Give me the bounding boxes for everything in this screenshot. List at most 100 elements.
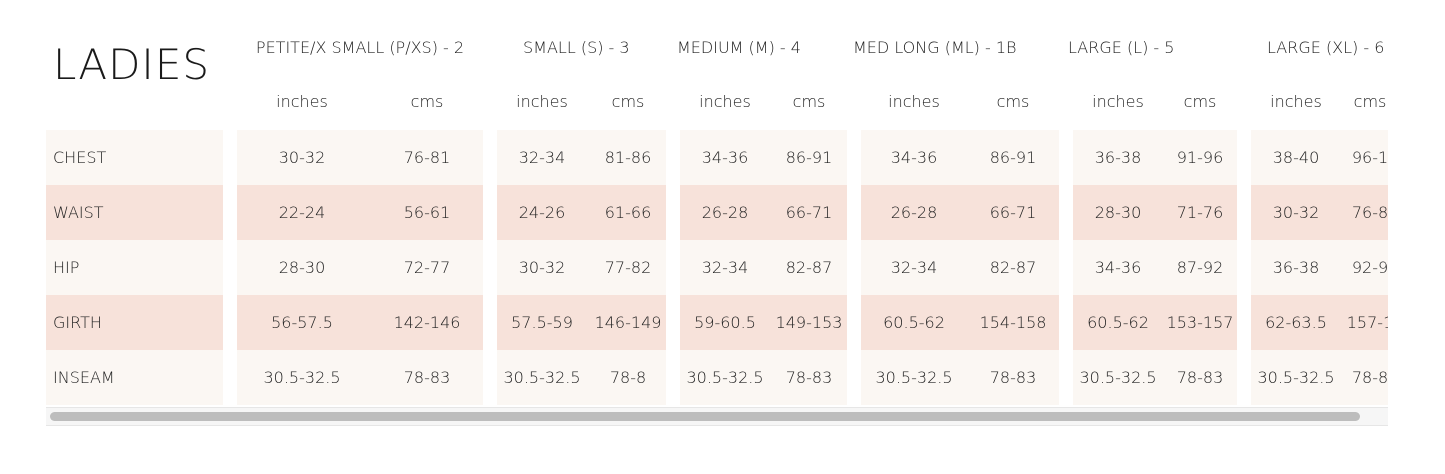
table-row: 30.5-32.5 78-83 — [680, 350, 847, 405]
size-column-group: MEDIUM (M) - 4 inches cms 34-36 86-91 26-28 66… — [677, 0, 847, 410]
cell-cms: 82-87 — [785, 258, 833, 277]
table-row: 34-36 87-92 — [1073, 240, 1237, 295]
cell-cms: 82-87 — [989, 258, 1037, 277]
cell-cms: 56-61 — [403, 203, 451, 222]
measurement-label: WAIST — [53, 203, 104, 222]
size-column-group: MED LONG (ML) - 1B inches cms 34-36 86-91 26-… — [853, 0, 1059, 410]
cell-cms: 146-149 — [594, 313, 662, 332]
cell-cms: 78-8 — [1351, 368, 1388, 387]
table-row-label: GIRTH — [46, 295, 223, 350]
table-row: 26-28 66-71 — [680, 185, 847, 240]
cell-inches: 36-38 — [1094, 148, 1142, 167]
cell-inches: 36-38 — [1272, 258, 1320, 277]
table-row: 38-40 96-1 — [1251, 130, 1388, 185]
cell-inches: 57.5-59 — [511, 313, 573, 332]
measurement-label: INSEAM — [53, 368, 115, 387]
table-row: 30-32 76-8 — [1251, 185, 1388, 240]
table-row-label: HIP — [46, 240, 223, 295]
cell-cms: 77-82 — [604, 258, 652, 277]
cell-inches: 32-34 — [701, 258, 749, 277]
cell-inches: 30.5-32.5 — [875, 368, 953, 387]
table-row: 60.5-62 154-158 — [861, 295, 1059, 350]
unit-header-inches: inches — [699, 92, 751, 111]
cell-inches: 30-32 — [278, 148, 326, 167]
cell-cms: 87-92 — [1176, 258, 1224, 277]
table-row: 36-38 91-96 — [1073, 130, 1237, 185]
cell-inches: 30.5-32.5 — [263, 368, 341, 387]
cell-cms: 66-71 — [785, 203, 833, 222]
size-column-group: SMALL (S) - 3 inches cms 32-34 81-86 24-26 61-… — [497, 0, 666, 410]
table-row: 26-28 66-71 — [861, 185, 1059, 240]
cell-inches: 34-36 — [890, 148, 938, 167]
cell-inches: 34-36 — [1094, 258, 1142, 277]
table-row: 36-38 92-9 — [1251, 240, 1388, 295]
table-row: 30.5-32.5 78-83 — [1073, 350, 1237, 405]
cell-inches: 28-30 — [278, 258, 326, 277]
scrollbar-thumb[interactable] — [50, 412, 1360, 421]
measurement-label: GIRTH — [53, 313, 102, 332]
cell-inches: 22-24 — [278, 203, 326, 222]
size-column-group: PETITE/X SMALL (P/XS) - 2 inches cms 30-32 7… — [237, 0, 483, 410]
table-row-label: CHEST — [46, 130, 223, 185]
unit-header-inches: inches — [1092, 92, 1144, 111]
unit-header-cms: cms — [1183, 92, 1217, 111]
table-row: 30.5-32.5 78-8 — [497, 350, 666, 405]
table-row: 32-34 82-87 — [680, 240, 847, 295]
table-row: 30.5-32.5 78-83 — [861, 350, 1059, 405]
cell-cms: 78-83 — [785, 368, 833, 387]
cell-cms: 78-83 — [403, 368, 451, 387]
table-row: 30-32 76-81 — [237, 130, 483, 185]
unit-header-cms: cms — [1353, 92, 1387, 111]
size-chart-table: CHEST WAIST HIP GIRTH INSEAM PETITE/X SMALL (… — [46, 0, 1388, 410]
cell-inches: 26-28 — [701, 203, 749, 222]
table-row: 24-26 61-66 — [497, 185, 666, 240]
table-row: 32-34 82-87 — [861, 240, 1059, 295]
measurement-label: CHEST — [53, 148, 107, 167]
cell-inches: 59-60.5 — [694, 313, 756, 332]
unit-header-cms: cms — [611, 92, 645, 111]
cell-cms: 76-81 — [403, 148, 451, 167]
unit-header-cms: cms — [792, 92, 826, 111]
cell-cms: 71-76 — [1176, 203, 1224, 222]
cell-inches: 60.5-62 — [1087, 313, 1149, 332]
cell-inches: 28-30 — [1094, 203, 1142, 222]
table-row: 28-30 72-77 — [237, 240, 483, 295]
cell-cms: 157-1 — [1346, 313, 1388, 332]
cell-cms: 154-158 — [979, 313, 1047, 332]
cell-inches: 60.5-62 — [883, 313, 945, 332]
size-header: LARGE (XL) - 6 — [1267, 38, 1385, 57]
size-column-group: LARGE (XL) - 6 inches cms 38-40 96-1 30-32 76-… — [1251, 0, 1388, 410]
cell-inches: 38-40 — [1272, 148, 1320, 167]
table-row: 30-32 77-82 — [497, 240, 666, 295]
table-row: 60.5-62 153-157 — [1073, 295, 1237, 350]
cell-cms: 92-9 — [1351, 258, 1388, 277]
table-row: 34-36 86-91 — [680, 130, 847, 185]
cell-cms: 81-86 — [604, 148, 652, 167]
cell-cms: 78-83 — [989, 368, 1037, 387]
cell-inches: 30.5-32.5 — [1257, 368, 1335, 387]
size-header: LARGE (L) - 5 — [1068, 38, 1175, 57]
cell-inches: 26-28 — [890, 203, 938, 222]
horizontal-scrollbar[interactable] — [46, 407, 1388, 426]
table-row: 30.5-32.5 78-8 — [1251, 350, 1388, 405]
size-header: PETITE/X SMALL (P/XS) - 2 — [255, 38, 465, 57]
table-row: 28-30 71-76 — [1073, 185, 1237, 240]
cell-inches: 34-36 — [701, 148, 749, 167]
cell-cms: 78-83 — [1176, 368, 1224, 387]
unit-header-inches: inches — [516, 92, 568, 111]
cell-inches: 30-32 — [1272, 203, 1320, 222]
cell-inches: 24-26 — [518, 203, 566, 222]
cell-cms: 86-91 — [989, 148, 1037, 167]
table-row: 22-24 56-61 — [237, 185, 483, 240]
table-row: 56-57.5 142-146 — [237, 295, 483, 350]
cell-inches: 32-34 — [518, 148, 566, 167]
table-row: 62-63.5 157-1 — [1251, 295, 1388, 350]
table-row: 57.5-59 146-149 — [497, 295, 666, 350]
table-row: 30.5-32.5 78-83 — [237, 350, 483, 405]
cell-inches: 62-63.5 — [1265, 313, 1327, 332]
size-header: MEDIUM (M) - 4 — [677, 38, 801, 57]
unit-header-cms: cms — [996, 92, 1030, 111]
unit-header-inches: inches — [276, 92, 328, 111]
cell-inches: 30.5-32.5 — [686, 368, 764, 387]
unit-header-inches: inches — [888, 92, 940, 111]
